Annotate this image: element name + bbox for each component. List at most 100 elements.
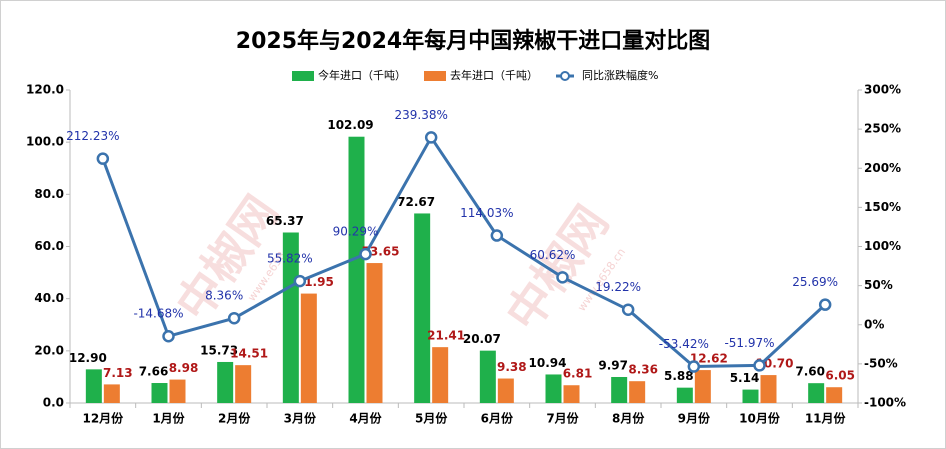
line-marker	[162, 329, 175, 343]
bar	[742, 389, 759, 403]
data-label: 14.51	[230, 347, 268, 361]
bar	[235, 365, 252, 403]
x-tick-label: 1月份	[152, 411, 185, 426]
bar	[545, 374, 562, 403]
data-label: 25.69%	[792, 275, 838, 289]
data-label: 7.60	[795, 365, 825, 379]
data-label: 7.13	[103, 366, 133, 380]
y2-tick-label: 50%	[864, 278, 893, 292]
line-marker	[556, 271, 569, 284]
data-label: -14.68%	[133, 307, 183, 321]
data-label: 65.37	[266, 214, 304, 228]
data-label: 9.97	[598, 358, 628, 372]
data-label: 60.62%	[530, 248, 576, 262]
x-tick-label: 6月份	[481, 411, 514, 426]
y2-tick-label: 150%	[864, 200, 901, 214]
line-marker	[490, 229, 504, 242]
bar	[432, 347, 449, 403]
data-label: 72.67	[397, 195, 435, 209]
bar	[103, 384, 120, 403]
data-label: 9.38	[497, 360, 527, 374]
y-tick-label: 120.0	[26, 83, 64, 97]
legend-label: 同比涨跌幅度%	[582, 68, 658, 82]
legend-swatch	[292, 71, 314, 81]
data-label: 5.14	[730, 371, 760, 385]
bar	[676, 387, 693, 403]
x-tick-label: 5月份	[415, 411, 448, 426]
line	[101, 134, 827, 369]
bar	[217, 361, 234, 403]
y-tick-label: 0.0	[43, 396, 64, 410]
x-tick-label: 8月份	[612, 411, 645, 426]
bar	[497, 378, 514, 403]
data-label: 8.98	[169, 361, 199, 375]
y2-tick-label: 100%	[864, 239, 901, 253]
data-label: 12.90	[69, 351, 107, 365]
bar	[826, 387, 843, 403]
y2-tick-label: 300%	[864, 83, 901, 97]
bar	[85, 369, 102, 403]
bar	[760, 375, 777, 403]
data-label: 20.07	[463, 332, 501, 346]
legend-label: 去年进口（千吨）	[450, 68, 538, 82]
y2-tick-label: -100%	[864, 396, 906, 410]
bar	[694, 370, 711, 403]
y-tick-label: 20.0	[34, 343, 64, 357]
data-label: 21.41	[427, 329, 465, 343]
data-label: 8.36	[628, 363, 658, 377]
bar	[479, 350, 496, 403]
line-marker	[227, 311, 241, 325]
data-label: 8.36%	[205, 289, 243, 303]
legend-label: 今年进口（千吨）	[318, 68, 406, 82]
legend-swatch	[424, 71, 446, 81]
bar	[282, 232, 299, 403]
line-marker	[96, 152, 110, 165]
y-tick-label: 100.0	[26, 135, 64, 149]
line-marker	[424, 131, 438, 144]
data-label: 15.73	[200, 343, 238, 357]
x-tick-label: 10月份	[739, 411, 781, 426]
line-marker	[359, 247, 372, 261]
y2-tick-label: 0%	[864, 317, 884, 331]
data-label: 114.03%	[460, 206, 513, 220]
bar	[629, 381, 646, 403]
bar	[808, 383, 825, 403]
y2-tick-label: -50%	[864, 356, 898, 370]
line-marker	[753, 359, 766, 372]
y-tick-label: 40.0	[34, 291, 64, 305]
chart-title: 2025年与2024年每月中国辣椒干进口量对比图	[236, 28, 710, 54]
data-label: 19.22%	[595, 280, 641, 294]
x-tick-label: 12月份	[82, 411, 124, 426]
bar	[366, 263, 383, 403]
line-marker	[293, 274, 307, 288]
bar	[414, 213, 431, 403]
x-tick-label: 3月份	[284, 411, 317, 426]
data-label: 55.82%	[267, 252, 313, 266]
data-label: 7.66	[139, 365, 169, 379]
y-tick-label: 80.0	[34, 187, 64, 201]
bar	[611, 376, 628, 403]
data-label: 90.29%	[333, 225, 379, 239]
data-label: 6.81	[563, 367, 593, 381]
bar	[300, 293, 317, 403]
data-label: 6.05	[825, 369, 855, 383]
x-tick-label: 7月份	[546, 411, 579, 426]
legend-swatch	[560, 71, 570, 81]
data-label: 102.09	[327, 118, 373, 132]
bar	[563, 385, 580, 403]
x-tick-label: 9月份	[678, 411, 711, 426]
bar	[169, 379, 186, 403]
data-label: -53.42%	[659, 337, 709, 351]
x-tick-label: 4月份	[349, 411, 382, 426]
data-label: 12.62	[690, 352, 728, 366]
line-marker	[818, 298, 832, 311]
data-label: 212.23%	[66, 129, 119, 143]
bar	[151, 383, 168, 403]
line-marker	[621, 303, 635, 316]
data-label: 239.38%	[394, 108, 447, 122]
line-marker	[687, 360, 701, 373]
bar	[348, 136, 365, 403]
